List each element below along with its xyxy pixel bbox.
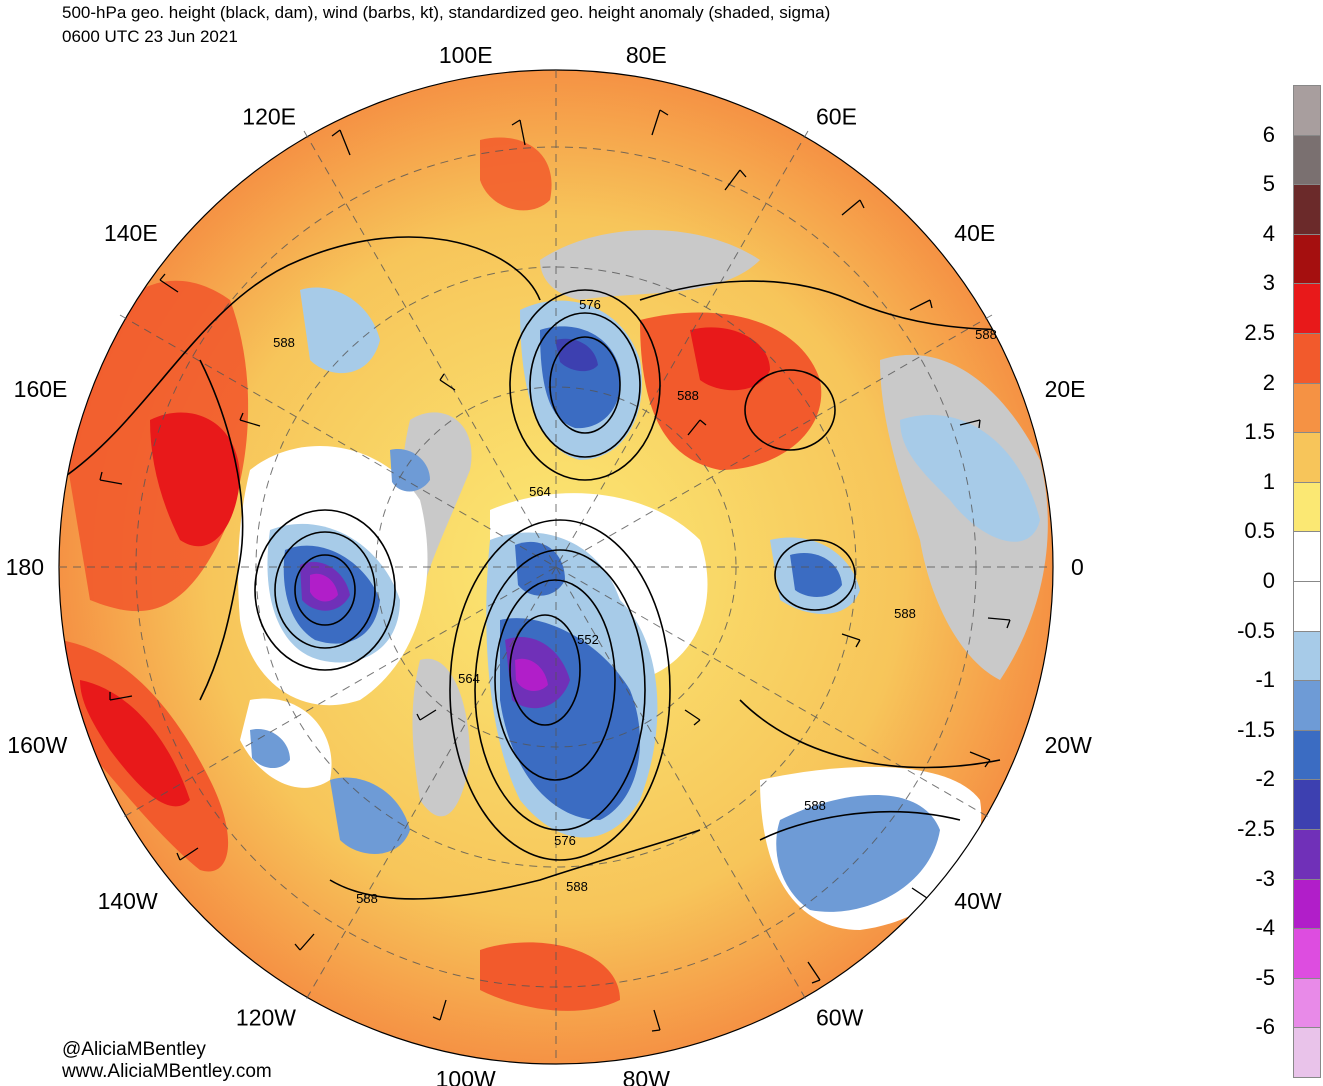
colorbar-label: -0.5 [1237,617,1275,643]
credit-website: www.AliciaMBentley.com [62,1061,272,1082]
colorbar-label: 1.5 [1244,419,1275,445]
longitude-label: 180 [6,554,44,580]
title-line-1: 500-hPa geo. height (black, dam), wind (… [62,3,831,22]
colorbar-swatch [1293,1027,1321,1078]
colorbar-label: -2.5 [1237,816,1275,841]
colorbar-swatch [1293,481,1321,533]
colorbar-swatch [1293,680,1321,731]
contour-label: 588 [804,798,826,813]
contour-label: 588 [566,879,588,894]
colorbar-swatch [1293,85,1321,136]
contour-label: 576 [579,297,601,312]
title-line-2: 0600 UTC 23 Jun 2021 [62,27,238,46]
longitude-label: 80E [626,42,667,68]
wind-barbs [99,109,1011,1032]
height-contours [59,236,1041,900]
colorbar-swatch [1293,134,1321,186]
longitude-label: 20E [1045,376,1086,402]
colorbar-swatch [1293,531,1321,582]
contour-label: 576 [554,833,576,848]
contour-label: 588 [273,335,295,350]
colorbar-swatch [1293,630,1321,682]
colorbar-label: -4 [1255,915,1275,941]
colorbar-label: 0.5 [1244,518,1275,544]
longitude-label: 100W [436,1066,496,1086]
colorbar-swatch [1293,878,1321,930]
colorbar-label: 1 [1262,468,1275,494]
longitude-label: 40E [954,220,995,246]
colorbar-swatch [1293,333,1321,384]
colorbar-swatch [1293,977,1321,1029]
longitude-label: 120W [236,1004,296,1030]
colorbar-label: 4 [1262,220,1275,246]
colorbar-swatch [1293,184,1321,235]
longitude-label: 60W [816,1004,864,1030]
contour-label: 552 [577,632,599,647]
colorbar-swatch [1293,382,1321,434]
contour-label: 588 [356,891,378,906]
longitude-label: 80W [623,1066,671,1086]
colorbar-label: -5 [1255,964,1275,990]
contour-label: 588 [975,327,997,342]
colorbar-label: -2 [1255,766,1275,792]
colorbar-label: -3 [1255,865,1275,891]
longitude-labels: 100E 80E 120E 60E 140E 40E 160E 20E 180 0 160W 20W 1… [6,42,1093,1086]
contour-label: 564 [529,484,551,499]
longitude-label: 120E [242,104,296,130]
longitude-label: 160W [7,732,67,758]
colorbar-label: -6 [1255,1014,1275,1040]
colorbar-swatch [1293,283,1321,334]
longitude-label: 160E [14,376,68,402]
longitude-label: 140E [104,220,158,246]
colorbar-label: 0 [1262,568,1275,593]
credit-twitter: @AliciaMBentley [62,1039,206,1060]
colorbar-label: -1.5 [1237,716,1275,742]
colorbar-swatch [1293,779,1321,830]
colorbar-swatch [1293,233,1321,285]
colorbar-swatch [1293,829,1321,880]
longitude-label: 40W [954,888,1002,914]
colorbar-label: -1 [1255,667,1275,693]
longitude-label: 0 [1071,554,1084,580]
colorbar-label: 6 [1262,121,1275,147]
colorbar-swatch [1293,729,1321,781]
contour-label-group: 576 588 588 588 564 552 564 588 588 576 … [273,297,997,906]
colorbar-label: 5 [1262,171,1275,197]
longitude-label: 140W [98,888,158,914]
longitude-label: 20W [1045,732,1093,758]
longitude-label: 100E [439,42,493,68]
colorbar-swatch [1293,432,1321,483]
colorbar-label: 3 [1262,270,1275,296]
colorbar-label: 2 [1262,369,1275,395]
colorbar-swatch [1293,581,1321,632]
graticule [59,70,1053,1064]
colorbar-swatch [1293,928,1321,979]
longitude-label: 60E [816,104,857,130]
contour-label: 564 [458,671,480,686]
colorbar-label: 2.5 [1244,320,1275,345]
contour-label: 588 [677,388,699,403]
contour-label: 588 [894,606,916,621]
